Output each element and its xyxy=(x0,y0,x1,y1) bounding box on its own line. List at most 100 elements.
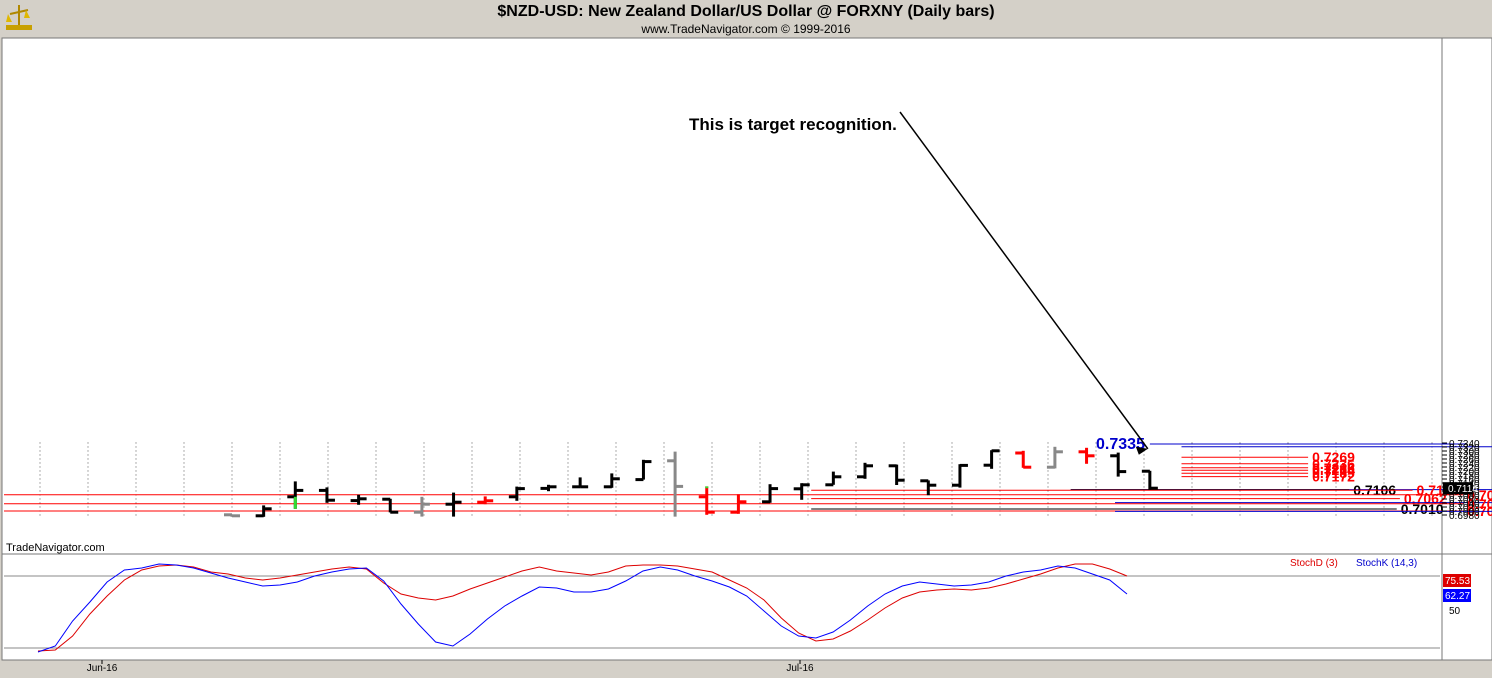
grid-dot xyxy=(759,490,761,492)
grid-dot xyxy=(1383,462,1385,464)
grid-dot xyxy=(375,458,377,460)
grid-dot xyxy=(231,442,233,444)
grid-dot xyxy=(951,514,953,516)
grid-dot xyxy=(1143,478,1145,480)
grid-dot xyxy=(327,446,329,448)
grid-dot xyxy=(615,482,617,484)
grid-dot xyxy=(1047,514,1049,516)
level-label: 0.7189 xyxy=(1312,465,1355,481)
grid-dot xyxy=(855,466,857,468)
grid-dot xyxy=(1047,478,1049,480)
grid-dot xyxy=(615,498,617,500)
grid-dot xyxy=(951,450,953,452)
grid-dot xyxy=(519,466,521,468)
grid-dot xyxy=(1239,514,1241,516)
grid-dot xyxy=(1191,506,1193,508)
grid-dot xyxy=(375,446,377,448)
last-price-label: 0.7114 xyxy=(1448,484,1478,495)
grid-dot xyxy=(183,514,185,516)
grid-dot xyxy=(663,486,665,488)
grid-dot xyxy=(1095,486,1097,488)
grid-dot xyxy=(471,478,473,480)
grid-dot xyxy=(327,506,329,508)
grid-dot xyxy=(1335,454,1337,456)
grid-dot xyxy=(375,442,377,444)
grid-dot xyxy=(1431,450,1433,452)
grid-dot xyxy=(903,514,905,516)
grid-dot xyxy=(663,482,665,484)
grid-dot xyxy=(663,462,665,464)
grid-dot xyxy=(807,474,809,476)
grid-dot xyxy=(1047,454,1049,456)
grid-dot xyxy=(759,442,761,444)
grid-dot xyxy=(1095,482,1097,484)
grid-dot xyxy=(567,470,569,472)
grid-dot xyxy=(519,474,521,476)
chart-title: $NZD-USD: New Zealand Dollar/US Dollar @… xyxy=(497,3,995,20)
grid-dot xyxy=(471,498,473,500)
grid-dot xyxy=(567,514,569,516)
grid-dot xyxy=(759,474,761,476)
grid-dot xyxy=(327,450,329,452)
level-label: 0.7269 xyxy=(1312,449,1355,465)
price-axis-tick-label: 0.7260 xyxy=(1449,455,1480,466)
grid-dot xyxy=(231,478,233,480)
grid-dot xyxy=(903,470,905,472)
grid-dot xyxy=(1239,478,1241,480)
grid-dot xyxy=(1431,482,1433,484)
grid-dot xyxy=(39,490,41,492)
grid-dot xyxy=(759,450,761,452)
grid-dot xyxy=(663,478,665,480)
trade-navigator-logo-icon xyxy=(6,5,32,30)
grid-dot xyxy=(471,490,473,492)
price-axis-tick-label: 0.7240 xyxy=(1449,459,1480,470)
grid-dot xyxy=(1095,450,1097,452)
grid-dot xyxy=(951,462,953,464)
grid-dot xyxy=(1431,486,1433,488)
grid-dot xyxy=(231,470,233,472)
grid-dot xyxy=(903,450,905,452)
stochastic-layer xyxy=(4,563,1440,653)
stoch-axis-tick-50: 50 xyxy=(1449,606,1461,617)
grid-dot xyxy=(1287,442,1289,444)
grid-dot xyxy=(855,506,857,508)
grid-dot xyxy=(567,506,569,508)
grid-dot xyxy=(567,454,569,456)
grid-dot xyxy=(855,446,857,448)
grid-dot xyxy=(1191,478,1193,480)
grid-dot xyxy=(711,442,713,444)
grid-dot xyxy=(759,458,761,460)
grid-dot xyxy=(711,486,713,488)
grid-dot xyxy=(87,478,89,480)
grid-dot xyxy=(231,462,233,464)
grid-dot xyxy=(759,478,761,480)
grid-dot xyxy=(1191,514,1193,516)
grid-dot xyxy=(87,514,89,516)
level-label: 0.7081 xyxy=(1467,487,1492,503)
grid-dot xyxy=(183,506,185,508)
grid-dot xyxy=(711,474,713,476)
grid-dot xyxy=(135,454,137,456)
grid-dot xyxy=(807,462,809,464)
grid-dot xyxy=(663,474,665,476)
bars-layer xyxy=(224,446,1158,518)
grid-dot xyxy=(519,490,521,492)
grid-dot xyxy=(1047,474,1049,476)
grid-dot xyxy=(231,446,233,448)
grid-dot xyxy=(1239,482,1241,484)
grid-dot xyxy=(1431,454,1433,456)
grid-dot xyxy=(471,442,473,444)
grid-dot xyxy=(423,514,425,516)
grid-dot xyxy=(39,462,41,464)
grid-dot xyxy=(423,470,425,472)
grid-dot xyxy=(183,446,185,448)
grid-dot xyxy=(1239,506,1241,508)
grid-dot xyxy=(39,478,41,480)
grid-dot xyxy=(231,458,233,460)
grid-dot xyxy=(1095,442,1097,444)
grid-dot xyxy=(855,454,857,456)
grid-dot xyxy=(807,486,809,488)
grid-dot xyxy=(183,442,185,444)
grid-dot xyxy=(519,442,521,444)
grid-dot xyxy=(375,450,377,452)
